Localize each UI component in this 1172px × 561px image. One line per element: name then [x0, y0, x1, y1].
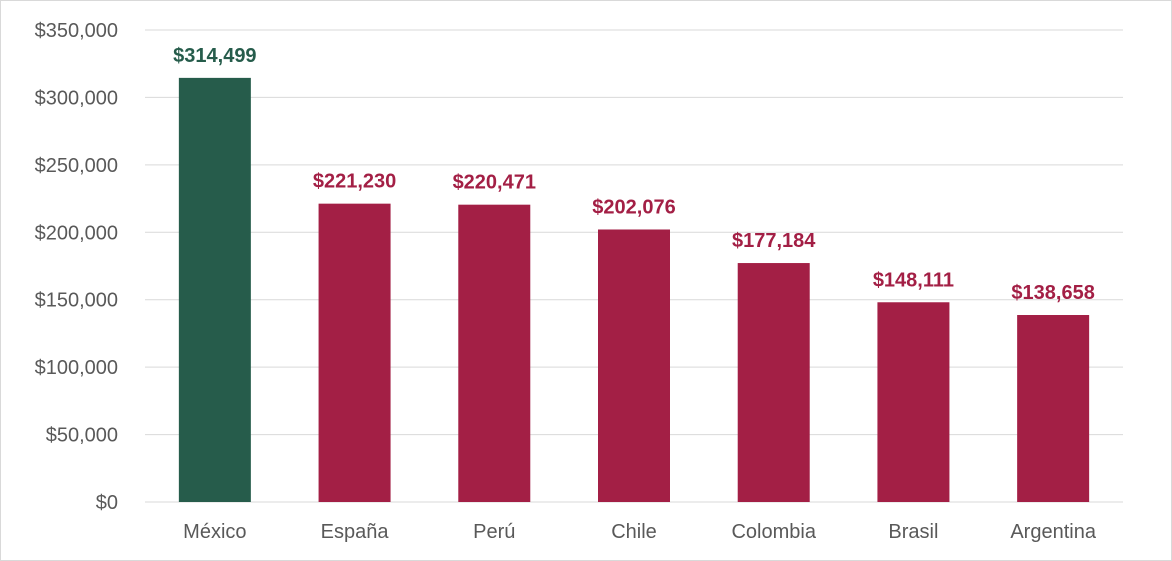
x-axis-tick-labels: México España Perú Chile Colombia Brasil Argen…	[183, 521, 1097, 543]
data-label: $314,499	[173, 45, 256, 67]
bars	[178, 77, 1090, 502]
bar	[737, 263, 810, 502]
y-tick-label: $350,000	[35, 20, 118, 42]
bar	[318, 203, 391, 502]
bar	[1017, 315, 1090, 502]
y-tick-label: $100,000	[35, 357, 118, 379]
x-tick-label: México	[183, 521, 246, 543]
y-tick-label: $150,000	[35, 290, 118, 312]
bar	[598, 229, 670, 502]
x-tick-label: Argentina	[1010, 521, 1096, 543]
data-label: $177,184	[732, 230, 816, 252]
x-tick-label: Chile	[611, 521, 657, 543]
bar	[458, 204, 531, 502]
data-labels: $314,499 $221,230 $220,471 $202,076 $177,184…	[173, 45, 1095, 304]
data-label: $148,111	[873, 269, 954, 291]
x-tick-label: Perú	[473, 521, 515, 543]
y-tick-label: $50,000	[46, 425, 118, 447]
bar	[877, 302, 950, 502]
y-axis-tick-labels: $0 $50,000 $100,000 $150,000 $200,000 $250,00…	[35, 20, 118, 514]
y-tick-label: $0	[96, 492, 118, 514]
data-label: $138,658	[1011, 282, 1094, 304]
x-tick-label: Colombia	[731, 521, 816, 543]
bar	[178, 77, 251, 502]
x-tick-label: Brasil	[888, 521, 938, 543]
x-tick-label: España	[321, 521, 390, 543]
data-label: $221,230	[313, 171, 396, 193]
y-tick-label: $200,000	[35, 222, 118, 244]
data-label: $220,471	[453, 172, 536, 194]
data-label: $202,076	[592, 196, 675, 218]
y-tick-label: $250,000	[35, 155, 118, 177]
y-tick-label: $300,000	[35, 87, 118, 109]
